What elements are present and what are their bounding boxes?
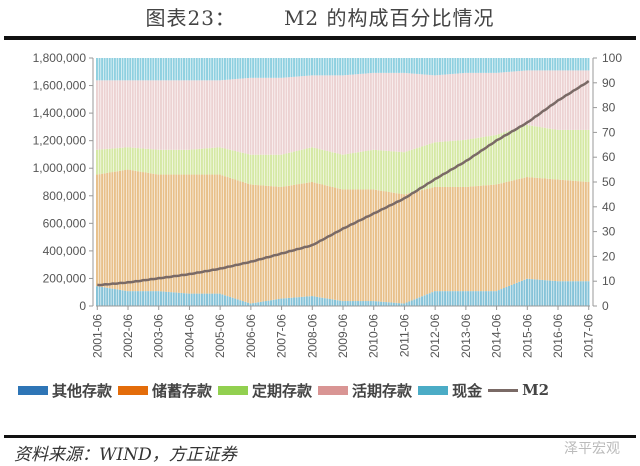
x-tick-label: 2013-06 — [459, 314, 473, 358]
legend-label: 定期存款 — [252, 381, 313, 400]
x-tick-label: 2003-06 — [152, 314, 166, 358]
bars — [96, 58, 590, 306]
figure-title: M2 的构成百分比情况 — [283, 6, 495, 30]
right-tick-label: 60 — [602, 150, 616, 164]
watermark: 泽平宏观 — [564, 441, 620, 457]
right-tick-label: 0 — [602, 299, 609, 313]
legend-swatch — [418, 385, 449, 395]
right-tick-label: 50 — [602, 175, 616, 189]
left-tick-label: 400,000 — [43, 244, 87, 258]
left-tick-label: 1,200,000 — [33, 134, 87, 148]
left-tick-label: 0 — [79, 299, 86, 313]
left-tick-label: 800,000 — [43, 189, 87, 203]
bottom-rule — [4, 435, 636, 438]
legend-label: 活期存款 — [352, 381, 413, 400]
right-tick-label: 20 — [602, 249, 616, 263]
left-tick-label: 1,400,000 — [33, 106, 87, 120]
left-tick-label: 600,000 — [43, 216, 87, 230]
x-tick-label: 2006-06 — [244, 314, 258, 358]
x-tick-label: 2007-06 — [275, 314, 289, 358]
right-tick-label: 100 — [602, 51, 622, 65]
legend-swatch — [18, 385, 48, 395]
legend-item-other-deposits: 其他存款 — [18, 380, 112, 401]
right-tick-label: 30 — [602, 225, 616, 239]
right-tick-label: 10 — [602, 274, 616, 288]
legend-label: M2 — [522, 381, 550, 399]
legend: 其他存款 储蓄存款 定期存款 活期存款 现金 M2 — [18, 378, 638, 402]
x-tick-label: 2012-06 — [428, 314, 442, 358]
right-tick-label: 90 — [602, 76, 616, 90]
left-tick-label: 1,000,000 — [33, 161, 87, 175]
left-tick-label: 200,000 — [43, 271, 87, 285]
figure-number: 图表23： — [145, 6, 236, 30]
x-tick-label: 2011-06 — [397, 314, 411, 357]
legend-line-swatch — [488, 388, 519, 392]
legend-swatch — [318, 385, 349, 395]
x-tick-label: 2010-06 — [367, 314, 381, 358]
right-tick-label: 70 — [602, 125, 616, 139]
m2-line — [97, 80, 590, 287]
legend-label: 现金 — [452, 381, 483, 400]
x-tick-label: 2002-06 — [121, 314, 135, 358]
legend-item-savings: 储蓄存款 — [118, 380, 212, 401]
left-tick-label: 1,800,000 — [33, 51, 87, 65]
legend-item-m2: M2 — [488, 381, 549, 399]
x-tick-label: 2001-06 — [90, 314, 104, 358]
stacked-bar-chart: 0 200,000 400,000 600,000 800,000 1,000,000 1,… — [33, 51, 623, 358]
x-tick-label: 2016-06 — [551, 314, 565, 358]
right-tick-label: 40 — [602, 200, 616, 214]
x-tick-label: 2015-06 — [520, 314, 534, 358]
x-tick-label: 2014-06 — [490, 314, 504, 358]
legend-item-cash: 现金 — [418, 380, 482, 401]
left-tick-label: 1,600,000 — [33, 79, 87, 93]
x-tick-label: 2004-06 — [182, 314, 196, 358]
legend-item-demand-deposits: 活期存款 — [318, 380, 412, 401]
x-tick-label: 2017-06 — [582, 314, 596, 358]
legend-item-time-deposits: 定期存款 — [218, 380, 312, 401]
right-tick-label: 80 — [602, 101, 616, 115]
legend-label: 其他存款 — [52, 381, 113, 400]
legend-label: 储蓄存款 — [152, 381, 213, 400]
legend-swatch — [118, 385, 149, 395]
source-note: 资料来源：WIND，方正证券 — [14, 445, 237, 465]
x-tick-label: 2009-06 — [336, 314, 350, 358]
chart-title: 图表23： M2 的构成百分比情况 — [0, 2, 640, 30]
top-rule — [4, 36, 636, 40]
x-tick-label: 2005-06 — [213, 314, 227, 358]
legend-swatch — [218, 385, 249, 395]
x-tick-label: 2008-06 — [305, 314, 319, 358]
